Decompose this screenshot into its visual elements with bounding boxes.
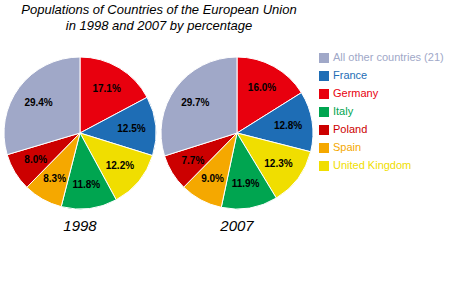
svg-text:12.3%: 12.3% xyxy=(264,158,292,169)
svg-text:16.0%: 16.0% xyxy=(248,82,276,93)
svg-text:12.5%: 12.5% xyxy=(117,123,145,134)
svg-text:9.0%: 9.0% xyxy=(201,173,224,184)
html-text:United Kingdom: United Kingdom xyxy=(333,159,412,171)
html-text:1998: 1998 xyxy=(63,217,97,234)
html-text:Poland: Poland xyxy=(333,123,368,135)
svg-text:17.1%: 17.1% xyxy=(92,83,120,94)
svg-text:11.8%: 11.8% xyxy=(72,179,100,190)
svg-text:11.9%: 11.9% xyxy=(232,178,260,189)
svg-text:29.4%: 29.4% xyxy=(24,97,52,108)
svg-text:12.8%: 12.8% xyxy=(274,120,302,131)
html-text:Spain: Spain xyxy=(333,141,362,153)
html-text:Populations of Countries of th: Populations of Countries of the European… xyxy=(21,2,297,33)
svg-text:29.7%: 29.7% xyxy=(181,97,209,108)
svg-text:12.2%: 12.2% xyxy=(106,160,134,171)
html-text:France: France xyxy=(333,69,368,81)
html-text:Germany: Germany xyxy=(333,87,379,99)
svg-text:7.7%: 7.7% xyxy=(182,155,205,166)
html-text:Italy: Italy xyxy=(333,105,354,117)
html-text:2007: 2007 xyxy=(220,217,254,234)
svg-text:8.3%: 8.3% xyxy=(43,173,66,184)
html-text:All other countries (21): All other countries (21) xyxy=(333,51,444,63)
svg-text:8.0%: 8.0% xyxy=(24,154,47,165)
